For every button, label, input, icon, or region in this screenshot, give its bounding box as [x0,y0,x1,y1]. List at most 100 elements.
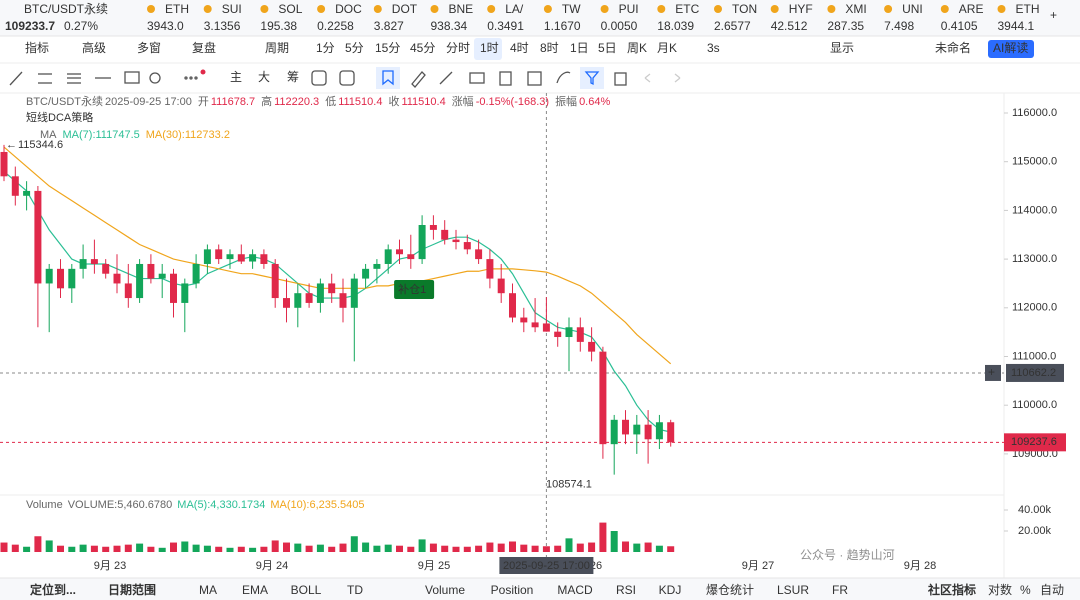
toolbar-item[interactable]: 15分 [375,41,400,55]
volume-bar [102,546,110,552]
crosshair-add-btn[interactable] [985,364,1001,381]
toolbar-item[interactable]: 5日 [598,41,617,55]
ticker-name[interactable]: TON [732,2,757,16]
indicator-tab[interactable]: LSUR [777,583,809,597]
ticker-name[interactable]: ETC [675,2,699,16]
toolbar-item[interactable]: 月K [657,41,677,55]
info-line: BTC/USDT永续 2025-09-25 17:00 开 111678.7 高 1122… [26,94,610,108]
toolbar-item[interactable]: 5分 [345,41,364,55]
toolbar-item[interactable]: 8时 [540,41,559,55]
candle-body [316,283,324,303]
volume-bar [271,540,279,552]
ticker-name[interactable]: SOL [278,2,302,16]
toolbar-item[interactable]: 分时 [446,41,470,55]
toolbar-item[interactable]: 1分 [316,41,335,55]
signal-bg[interactable] [394,280,435,299]
indicator-tab[interactable]: RSI [616,583,636,597]
y-tick-label: 111000.0 [1012,350,1056,362]
toolbar-item[interactable]: 复盘 [192,40,216,55]
ticker-name[interactable]: HYF [789,2,813,16]
indicator-tab[interactable]: KDJ [659,583,682,597]
bottom-option[interactable]: 自动 [1040,583,1064,597]
toolbar-item[interactable]: 多窗 [137,41,161,55]
bottom-option[interactable]: 社区指标 [927,582,976,597]
analysis-tool[interactable]: 筹 [287,70,299,84]
ticker-name[interactable]: ETH [165,2,189,16]
ticker-name[interactable]: TW [562,2,581,16]
ai-button-bg[interactable] [988,40,1034,58]
volume-bar [599,522,607,552]
volume-bar [509,541,516,552]
ticker-name[interactable]: PUI [619,2,639,16]
ticker-main-name[interactable]: BTC/USDT永续 [24,2,108,16]
candle-body [667,422,675,443]
toolbar-item[interactable]: 周K [627,41,647,55]
analysis-tool[interactable]: 主 [230,70,242,84]
candle-body [554,331,562,338]
crosshair-price-bg [1006,363,1064,382]
toolbar-item[interactable]: 未命名 [935,40,971,55]
analysis-tool[interactable]: 大 [258,70,270,84]
toolbar-item[interactable]: 3s [707,41,720,55]
candle-body [90,259,98,264]
toolbar-item[interactable]: 周期 [265,41,289,55]
ai-button[interactable]: AI解读 [993,41,1028,55]
ticker-name[interactable]: BNE [449,2,474,16]
volume-bar [79,544,87,552]
volume-bar [23,546,31,552]
ticker-name[interactable]: SUI [222,2,242,16]
crosshair-add-icon: + [988,365,995,379]
watermark: 公众号 · 趋势山河 [800,548,895,562]
ticker-name[interactable]: ETH [1016,2,1040,16]
candle-body [158,273,166,279]
ticker-name[interactable]: LA/ [505,2,524,16]
candle-body [113,273,121,284]
candle-body [79,259,87,269]
coin-icon [543,5,552,13]
ticker-name[interactable]: DOC [335,2,362,16]
toolbar-item[interactable]: 高级 [82,40,106,55]
ticker-name[interactable]: DOT [392,2,418,16]
y-tick-label: 110000.0 [1012,399,1057,411]
info-item: 收 [388,94,399,108]
indicator-tab[interactable]: MA [199,583,217,597]
volume-bar [11,544,19,552]
toolbar-item[interactable]: 45分 [410,41,435,55]
volume-bar [441,545,449,552]
ticker-name[interactable]: ARE [959,2,984,16]
indicator-tab[interactable]: BOLL [291,583,322,597]
indicator-tab[interactable]: MACD [557,583,593,597]
volume-bar [124,544,132,552]
indicator-tab[interactable]: FR [832,583,848,597]
volume-bar [384,544,392,552]
candle-body [226,254,234,260]
indicator-tab[interactable]: 爆仓统计 [706,583,754,597]
indicator-tab[interactable]: EMA [242,583,268,597]
indicator-tab[interactable]: Volume [425,583,465,597]
volume-bar [260,546,268,552]
ticker-name[interactable]: UNI [902,2,923,16]
ma-legend-item: MA [40,129,57,141]
volume-bar [328,546,336,552]
bottom-control[interactable]: 定位到... [30,582,76,597]
toolbar-item[interactable]: 1时 [480,41,499,55]
bottom-option[interactable]: 对数 [988,582,1012,597]
indicator-tab[interactable]: Position [491,583,534,597]
volume-legend-item: MA(5):4,330.1734 [177,499,265,511]
coin-icon [147,5,155,13]
toolbar-item[interactable]: 1日 [570,41,589,55]
ticker-price: 18.039 [657,19,694,33]
toolbar-item[interactable]: 显示 [830,41,854,55]
volume-bar [554,545,562,552]
candle-body [429,225,437,230]
volume-bar [237,546,245,552]
bottom-control[interactable]: 日期范围 [108,582,156,597]
toolbar-item[interactable]: 指标 [25,40,49,55]
toolbar-item[interactable]: 4时 [510,41,529,55]
volume-bar [136,543,144,552]
ticker-name[interactable]: XMI [845,2,866,16]
add-tab[interactable]: + [1050,8,1057,22]
indicator-tab[interactable]: TD [347,583,363,597]
bottom-option[interactable]: % [1020,583,1031,597]
